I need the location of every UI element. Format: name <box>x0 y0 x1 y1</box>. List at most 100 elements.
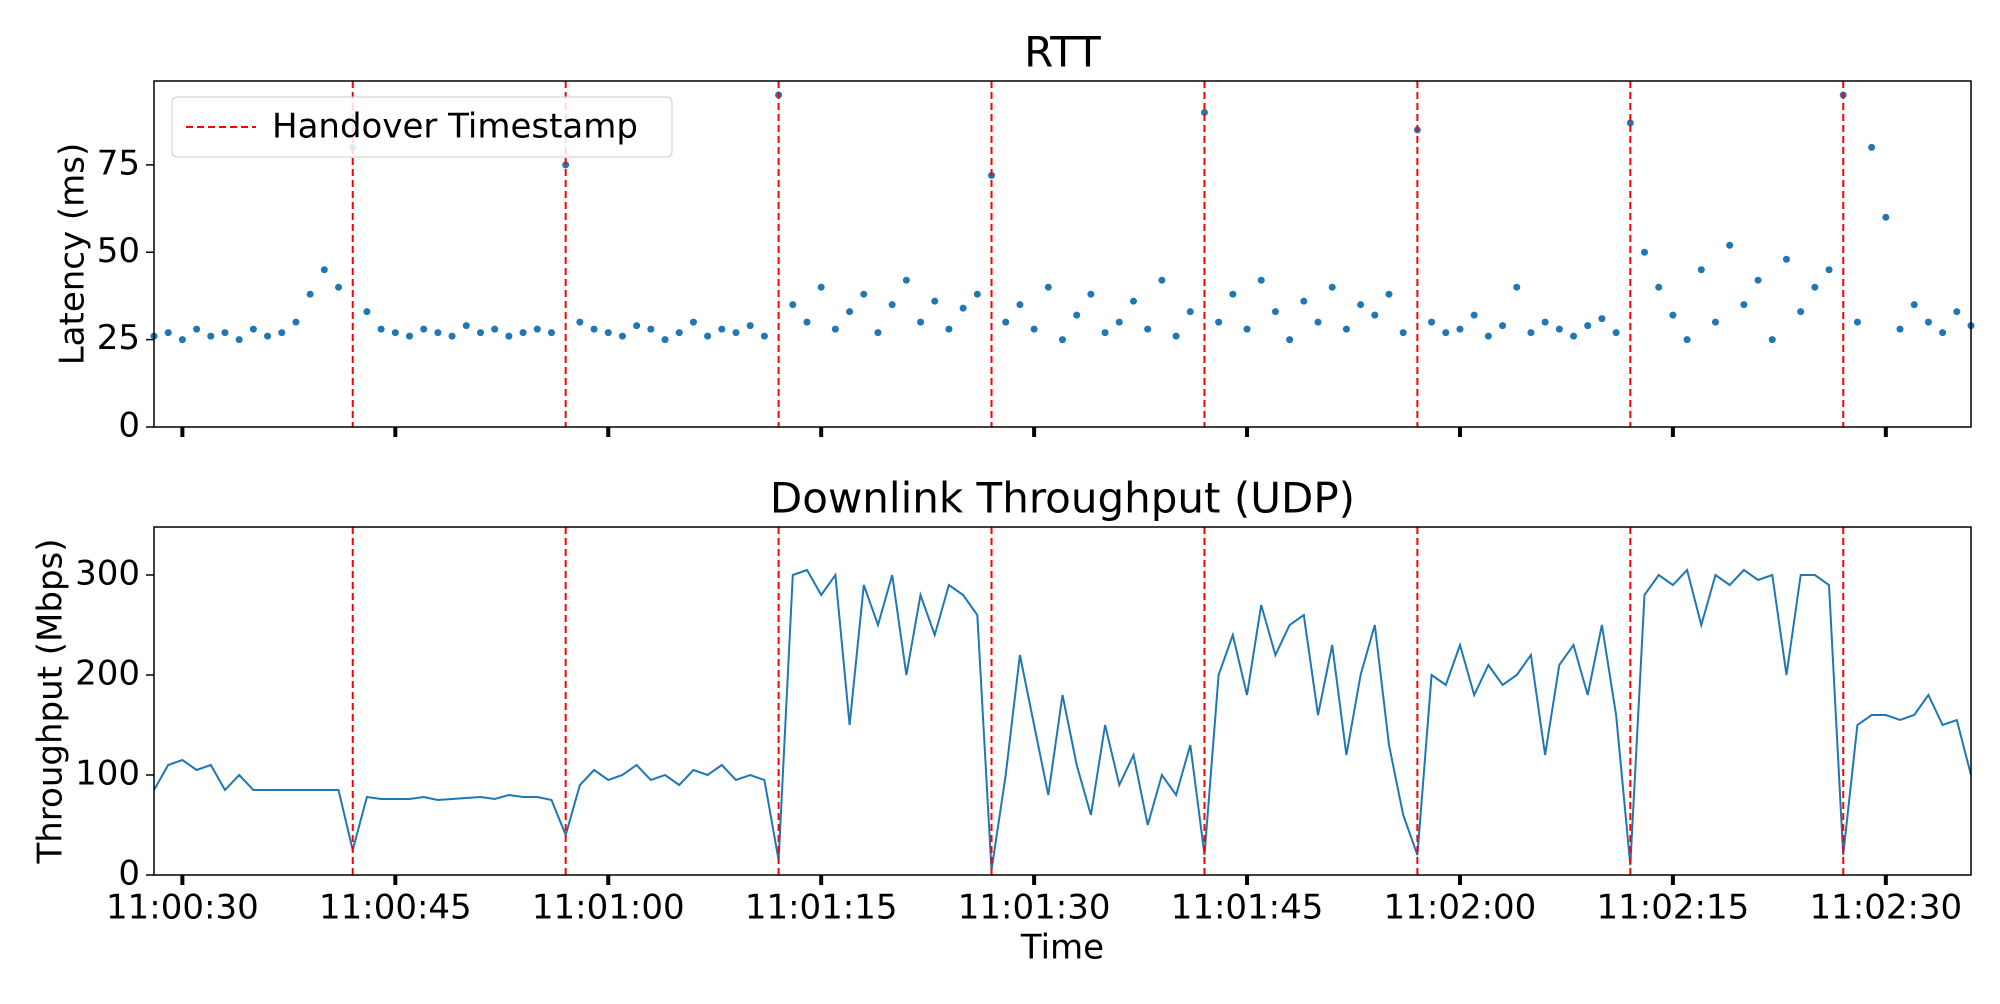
rtt-point <box>476 329 484 337</box>
rtt-point <box>207 332 215 340</box>
rtt-point <box>391 329 399 337</box>
rtt-point <box>292 318 300 326</box>
rtt-point <box>590 325 598 333</box>
rtt-point <box>860 290 868 298</box>
rtt-point <box>1314 318 1322 326</box>
rtt-point <box>1271 308 1279 316</box>
rtt-point <box>1782 255 1790 263</box>
rtt-point <box>732 329 740 337</box>
y-tick-label: 300 <box>75 554 140 594</box>
y-tick-label: 50 <box>97 231 140 271</box>
rtt-point <box>1797 308 1805 316</box>
x-tick-label: 11:01:15 <box>745 888 898 928</box>
rtt-point <box>1584 322 1592 330</box>
legend-label: Handover Timestamp <box>272 107 638 147</box>
legend-box <box>171 96 673 158</box>
y-axis-label: Latency (ms) <box>53 143 93 366</box>
rtt-point <box>1726 241 1734 249</box>
rtt-point <box>803 318 811 326</box>
rtt-point <box>235 336 243 344</box>
rtt-point <box>1598 315 1606 323</box>
rtt-point <box>1910 301 1918 309</box>
rtt-point <box>320 266 328 274</box>
throughput-line <box>153 567 1972 871</box>
chart-title: RTT <box>1024 28 1101 77</box>
rtt-point <box>1200 108 1208 116</box>
rtt-point <box>1243 325 1251 333</box>
plot-area <box>153 567 1972 871</box>
rtt-point <box>178 336 186 344</box>
x-axis-label: Time <box>1020 928 1104 968</box>
rtt-point <box>831 325 839 333</box>
rtt-point <box>1342 325 1350 333</box>
rtt-point <box>193 325 201 333</box>
rtt-point <box>1059 336 1066 344</box>
rtt-point <box>1328 283 1336 291</box>
rtt-point <box>1428 318 1436 326</box>
rtt-point <box>519 329 527 337</box>
rtt-point <box>1087 290 1095 298</box>
rtt-point <box>689 318 697 326</box>
rtt-point <box>1939 329 1947 337</box>
rtt-point <box>1030 325 1038 333</box>
y-tick-label: 25 <box>97 318 140 358</box>
rtt-point <box>1541 318 1549 326</box>
rtt-point <box>1129 297 1137 305</box>
y-tick-label: 100 <box>75 754 140 794</box>
rtt-point <box>746 322 754 330</box>
rtt-point <box>760 332 768 340</box>
rtt-point <box>817 283 825 291</box>
rtt-point <box>1229 290 1237 298</box>
rtt-point <box>306 290 314 298</box>
rtt-point <box>1257 276 1265 284</box>
rtt-point <box>1399 329 1407 337</box>
rtt-point <box>1101 329 1109 337</box>
rtt-point <box>1186 308 1194 316</box>
rtt-point <box>675 329 683 337</box>
rtt-point <box>917 318 925 326</box>
rtt-point <box>264 332 272 340</box>
rtt-point <box>945 325 953 333</box>
rtt-point <box>704 332 712 340</box>
rtt-point <box>278 329 286 337</box>
rtt-point <box>1527 329 1535 337</box>
rtt-point <box>1371 311 1379 319</box>
x-tick-label: 11:01:45 <box>1171 888 1324 928</box>
x-tick-label: 11:02:00 <box>1384 888 1537 928</box>
rtt-point <box>1612 329 1620 337</box>
plot-area <box>150 91 1975 344</box>
rtt-point <box>1683 336 1691 344</box>
x-tick-label: 11:00:45 <box>319 888 472 928</box>
rtt-point <box>1811 283 1819 291</box>
y-axis-label: Throughput (Mbps) <box>31 538 71 864</box>
rtt-point <box>576 318 584 326</box>
x-tick-label: 11:02:15 <box>1597 888 1750 928</box>
rtt-point <box>164 329 172 337</box>
rtt-point <box>462 322 470 330</box>
rtt-point <box>448 332 456 340</box>
rtt-point <box>363 308 371 316</box>
rtt-point <box>973 290 981 298</box>
rtt-point <box>618 332 626 340</box>
rtt-point <box>1896 325 1904 333</box>
rtt-point <box>1513 283 1521 291</box>
rtt-point <box>1442 329 1450 337</box>
rtt-point <box>1754 276 1762 284</box>
rtt-point <box>1499 322 1507 330</box>
rtt-point <box>221 329 229 337</box>
rtt-point <box>1286 336 1294 344</box>
rtt-point <box>1385 290 1393 298</box>
x-tick-label: 11:00:30 <box>106 888 259 928</box>
rtt-point <box>1697 266 1705 274</box>
rtt-point <box>959 304 967 312</box>
rtt-point <box>1044 283 1052 291</box>
rtt-point <box>1357 301 1365 309</box>
axes-frame <box>153 80 1972 428</box>
rtt-point <box>434 329 442 337</box>
chart-title: Downlink Throughput (UDP) <box>770 474 1355 523</box>
rtt-point <box>1484 332 1492 340</box>
rtt-point <box>1924 318 1932 326</box>
x-tick-label: 11:01:00 <box>532 888 685 928</box>
